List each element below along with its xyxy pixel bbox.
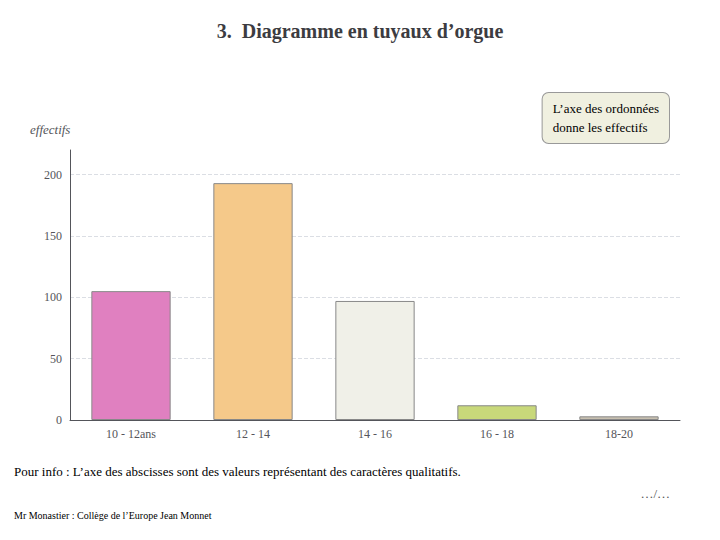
svg-text:18-20: 18-20 [605,427,633,441]
svg-text:3. Diagramme en tuyaux d’orgu: 3. Diagramme en tuyaux d’orgue [217,20,504,43]
svg-text:150: 150 [44,229,62,243]
svg-text:0: 0 [56,413,62,427]
svg-text:16 - 18: 16 - 18 [480,427,514,441]
svg-text:Pour info : L’axe des abscisse: Pour info : L’axe des abscisses sont des… [14,464,461,479]
svg-text:12 - 14: 12 - 14 [236,427,270,441]
svg-text:100: 100 [44,290,62,304]
svg-text:14 - 16: 14 - 16 [358,427,392,441]
svg-text:donne les effectifs: donne les effectifs [553,120,648,135]
svg-text:10 - 12ans: 10 - 12ans [106,427,156,441]
svg-text:200: 200 [44,168,62,182]
svg-text:…/…: …/… [640,486,670,501]
svg-text:L’axe des ordonnées: L’axe des ordonnées [553,101,659,116]
svg-text:Mr Monastier : Collège de l’Eu: Mr Monastier : Collège de l’Europe Jean … [14,510,212,521]
svg-text:50: 50 [50,352,62,366]
svg-text:effectifs: effectifs [30,122,70,137]
